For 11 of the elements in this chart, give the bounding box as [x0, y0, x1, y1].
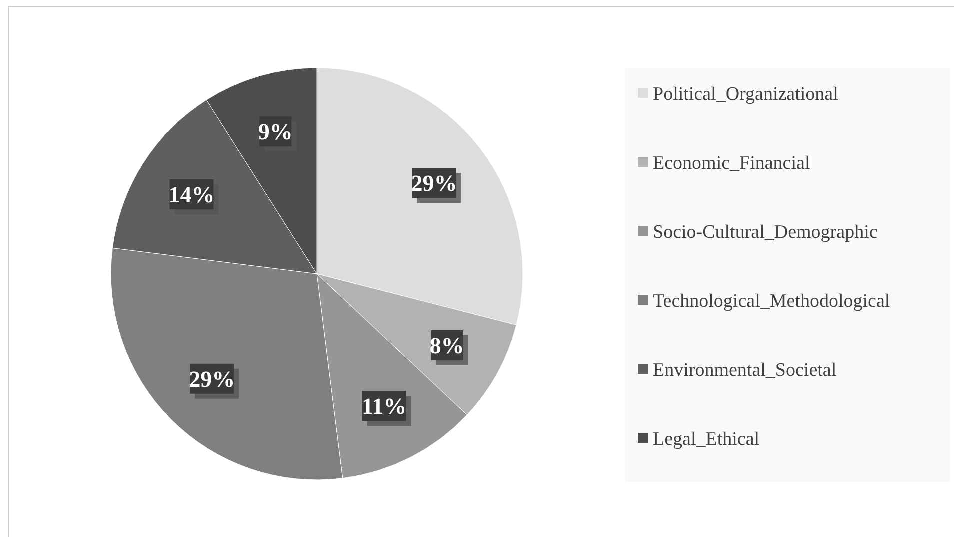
- legend-label: Socio-Cultural_Demographic: [653, 222, 878, 243]
- data-label: 29%: [189, 366, 236, 392]
- legend-label: Environmental_Societal: [653, 360, 837, 381]
- data-label: 11%: [362, 394, 407, 420]
- data-label: 29%: [411, 171, 458, 196]
- legend-label: Legal_Ethical: [653, 429, 760, 450]
- data-label: 9%: [258, 120, 293, 145]
- data-label: 14%: [168, 182, 215, 208]
- legend-label: Political_Organizational: [653, 84, 838, 105]
- legend-label: Economic_Financial: [653, 153, 810, 174]
- legend-label: Technological_Methodological: [653, 291, 890, 312]
